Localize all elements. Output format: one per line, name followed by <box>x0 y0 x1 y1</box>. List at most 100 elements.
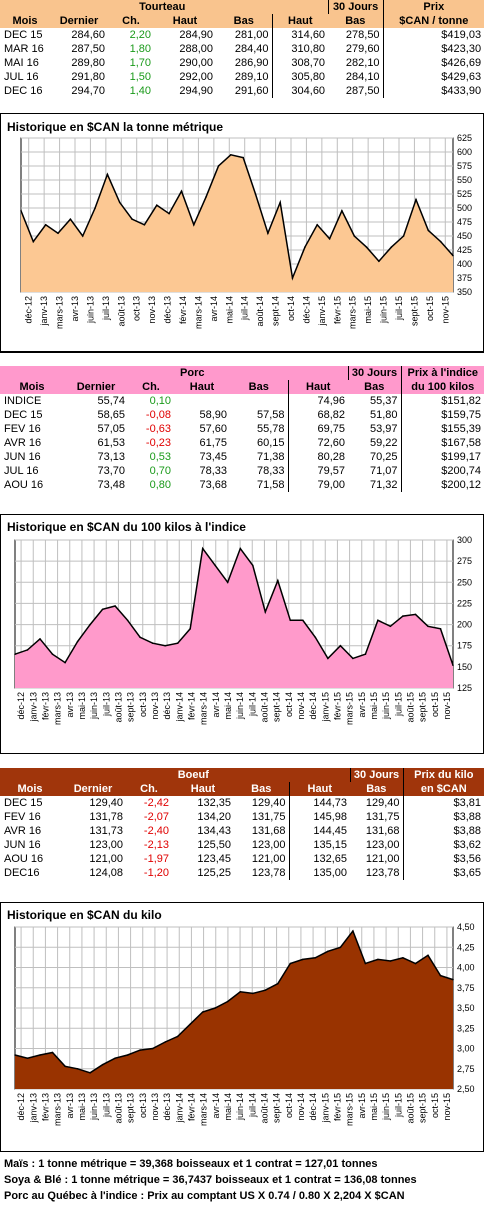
cell-bas30: 59,22 <box>369 437 398 449</box>
y-tick-label: 475 <box>457 217 472 227</box>
x-tick-label: juil-14 <box>240 296 250 321</box>
cell-ch: 1,50 <box>129 71 151 83</box>
table-row: DEC16 124,08 -1,20 125,25 123,78 135,00 123,78… <box>0 866 484 880</box>
x-tick-label: oct-14 <box>284 1093 294 1118</box>
x-tick-label: oct-15 <box>425 296 435 321</box>
cell-bas30: 123,00 <box>365 839 400 851</box>
x-tick-label: déc-12 <box>16 1093 26 1121</box>
cell-ch: 1,40 <box>129 85 151 97</box>
x-tick-label: oct-13 <box>138 692 148 717</box>
x-tick-label: mars-13 <box>55 296 65 329</box>
y-tick-label: 225 <box>457 598 472 608</box>
cell-haut: 73,45 <box>199 451 227 463</box>
x-tick-label: avr-13 <box>65 692 75 718</box>
y-tick-label: 575 <box>457 161 472 171</box>
cell-ch: 1,70 <box>129 57 151 69</box>
data-point <box>239 991 242 993</box>
porc-chart-title: Historique en $CAN du 100 kilos à l'indi… <box>7 520 246 534</box>
data-point <box>230 154 232 156</box>
x-tick-label: sept-14 <box>272 692 282 722</box>
data-point <box>427 954 429 957</box>
porc-price-header-2: du 100 kilos <box>400 380 484 394</box>
x-tick-label: avr-14 <box>211 1093 221 1119</box>
data-point <box>131 218 133 220</box>
cell-ch: -2,40 <box>143 825 169 837</box>
data-point <box>106 173 109 176</box>
data-point <box>452 978 454 981</box>
y-tick-label: 125 <box>457 683 472 693</box>
table-row: AVR 16 61,53 -0,23 61,75 60,15 72,60 59,22 $167… <box>0 436 484 450</box>
table-row: AOU 16 73,48 0,80 73,68 71,58 79,00 71,32 $200,… <box>0 478 484 492</box>
data-point <box>201 1011 204 1013</box>
cell-ch: 0,70 <box>149 465 171 477</box>
table-row: FEV 16 57,05 -0,63 57,60 55,78 69,75 53,97 $155… <box>0 422 484 436</box>
cell-prix: $151,82 <box>400 394 484 408</box>
y-tick-label: 4,50 <box>457 922 475 932</box>
series-area <box>21 154 453 292</box>
data-point <box>126 619 129 622</box>
data-point <box>267 232 269 234</box>
x-tick-label: juin-14 <box>235 692 245 720</box>
data-point <box>143 224 146 226</box>
cell-bas: 71,58 <box>256 479 285 491</box>
x-tick-label: nov-15 <box>442 1093 452 1121</box>
x-tick-label: nov-14 <box>296 692 306 720</box>
cell-ch: -0,08 <box>145 409 171 421</box>
cell-ch: 1,80 <box>129 43 151 55</box>
x-tick-label: avr-15 <box>357 692 367 718</box>
data-point <box>327 657 329 660</box>
cell-haut30: 145,98 <box>288 810 351 824</box>
data-point <box>176 1035 179 1038</box>
cell-mois: DEC16 <box>4 867 40 879</box>
conversion-notes: Maïs : 1 tonne métrique = 39,368 boissea… <box>4 1156 417 1204</box>
data-point <box>39 638 41 640</box>
data-point <box>353 235 356 237</box>
x-tick-label: juil-15 <box>393 1093 403 1118</box>
cell-mois: FEV 16 <box>4 811 41 823</box>
table-row: JUN 16 73,13 0,53 73,45 71,38 80,28 70,25 $199,… <box>0 450 484 464</box>
x-tick-label: févr-13 <box>40 692 50 720</box>
data-point <box>402 235 405 237</box>
cell-bas: 291,60 <box>234 85 269 97</box>
data-point <box>44 224 47 226</box>
y-tick-label: 2,50 <box>457 1084 475 1094</box>
data-point <box>226 581 229 584</box>
x-tick-label: mars-14 <box>193 296 203 329</box>
data-point <box>316 224 319 226</box>
x-tick-label: sept-13 <box>126 1093 136 1123</box>
data-point <box>76 640 79 643</box>
cell-prix: $167,58 <box>400 436 484 450</box>
cell-bas30: 287,50 <box>345 85 380 97</box>
y-tick-label: 300 <box>457 535 472 545</box>
x-tick-label: sept-15 <box>418 692 428 722</box>
y-tick-label: 175 <box>457 641 472 651</box>
y-tick-label: 4,25 <box>457 942 475 952</box>
cell-bas: 55,78 <box>256 423 285 435</box>
x-tick-label: juil-15 <box>393 692 403 717</box>
table-row: DEC 15 129,40 -2,42 132,35 129,40 144,73 129,4… <box>0 796 484 810</box>
cell-mois: DEC 16 <box>4 85 43 97</box>
data-point <box>365 246 368 248</box>
data-point <box>327 950 329 953</box>
x-tick-label: juin-14 <box>235 1093 245 1121</box>
y-tick-label: 425 <box>457 245 472 255</box>
col-dernier: Dernier <box>76 381 116 393</box>
x-tick-label: août-15 <box>405 692 415 723</box>
cell-bas30: 131,75 <box>365 811 400 823</box>
data-point <box>226 1000 229 1003</box>
data-point <box>180 190 183 192</box>
cell-bas30: 284,10 <box>345 71 380 83</box>
cell-mois: MAR 16 <box>4 43 44 55</box>
cell-bas: 289,10 <box>234 71 269 83</box>
cell-dernier: 73,70 <box>97 465 125 477</box>
boeuf-30d-group-header: 30 Jours <box>349 768 404 782</box>
cell-haut <box>174 394 230 408</box>
cell-ch: 2,20 <box>129 29 151 41</box>
x-tick-label: juin-13 <box>89 692 99 720</box>
cell-prix: $200,74 <box>400 464 484 478</box>
x-tick-label: mars-14 <box>199 1093 209 1126</box>
data-point <box>20 210 22 212</box>
cell-dernier: 55,74 <box>97 395 125 407</box>
cell-dernier: 73,13 <box>97 451 125 463</box>
